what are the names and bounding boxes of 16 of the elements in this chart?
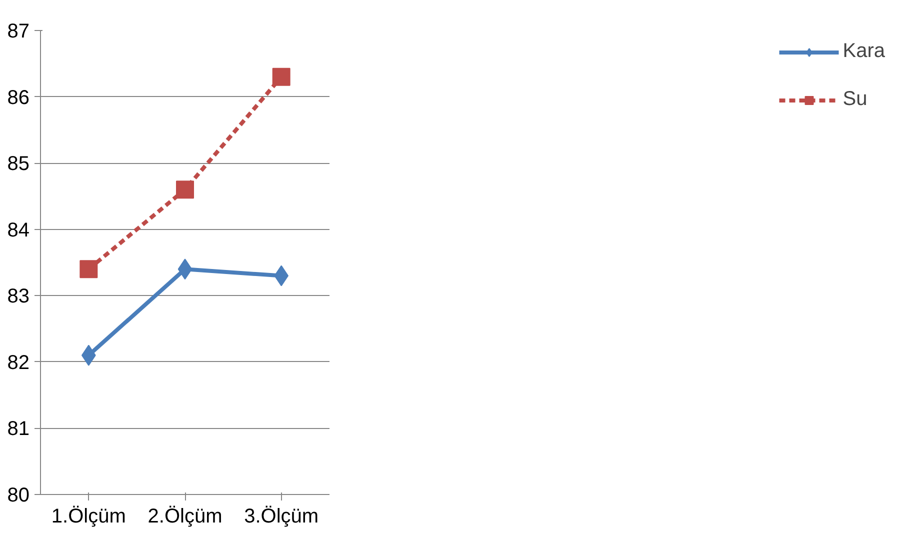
y-tick-label: 84 [7,219,30,242]
point [272,68,290,86]
y-tick-label: 87 [7,20,30,42]
y-tick-label: 83 [7,286,30,308]
y-tick-label: 80 [7,484,30,506]
point [176,180,194,199]
y-tick-label: 81 [7,418,30,440]
y-tick-label: 86 [7,86,30,109]
point [80,260,98,278]
x-tick-label: 2.Ölçüm [148,506,222,528]
x-tick-label: 1.Ölçüm [51,506,126,528]
legend-label: Kara [842,40,885,63]
x-tick-label: 3.Ölçüm [244,506,319,528]
y-tick-label: 82 [7,352,30,374]
y-tick-label: 85 [7,153,30,176]
legend-label: Su [842,88,868,111]
